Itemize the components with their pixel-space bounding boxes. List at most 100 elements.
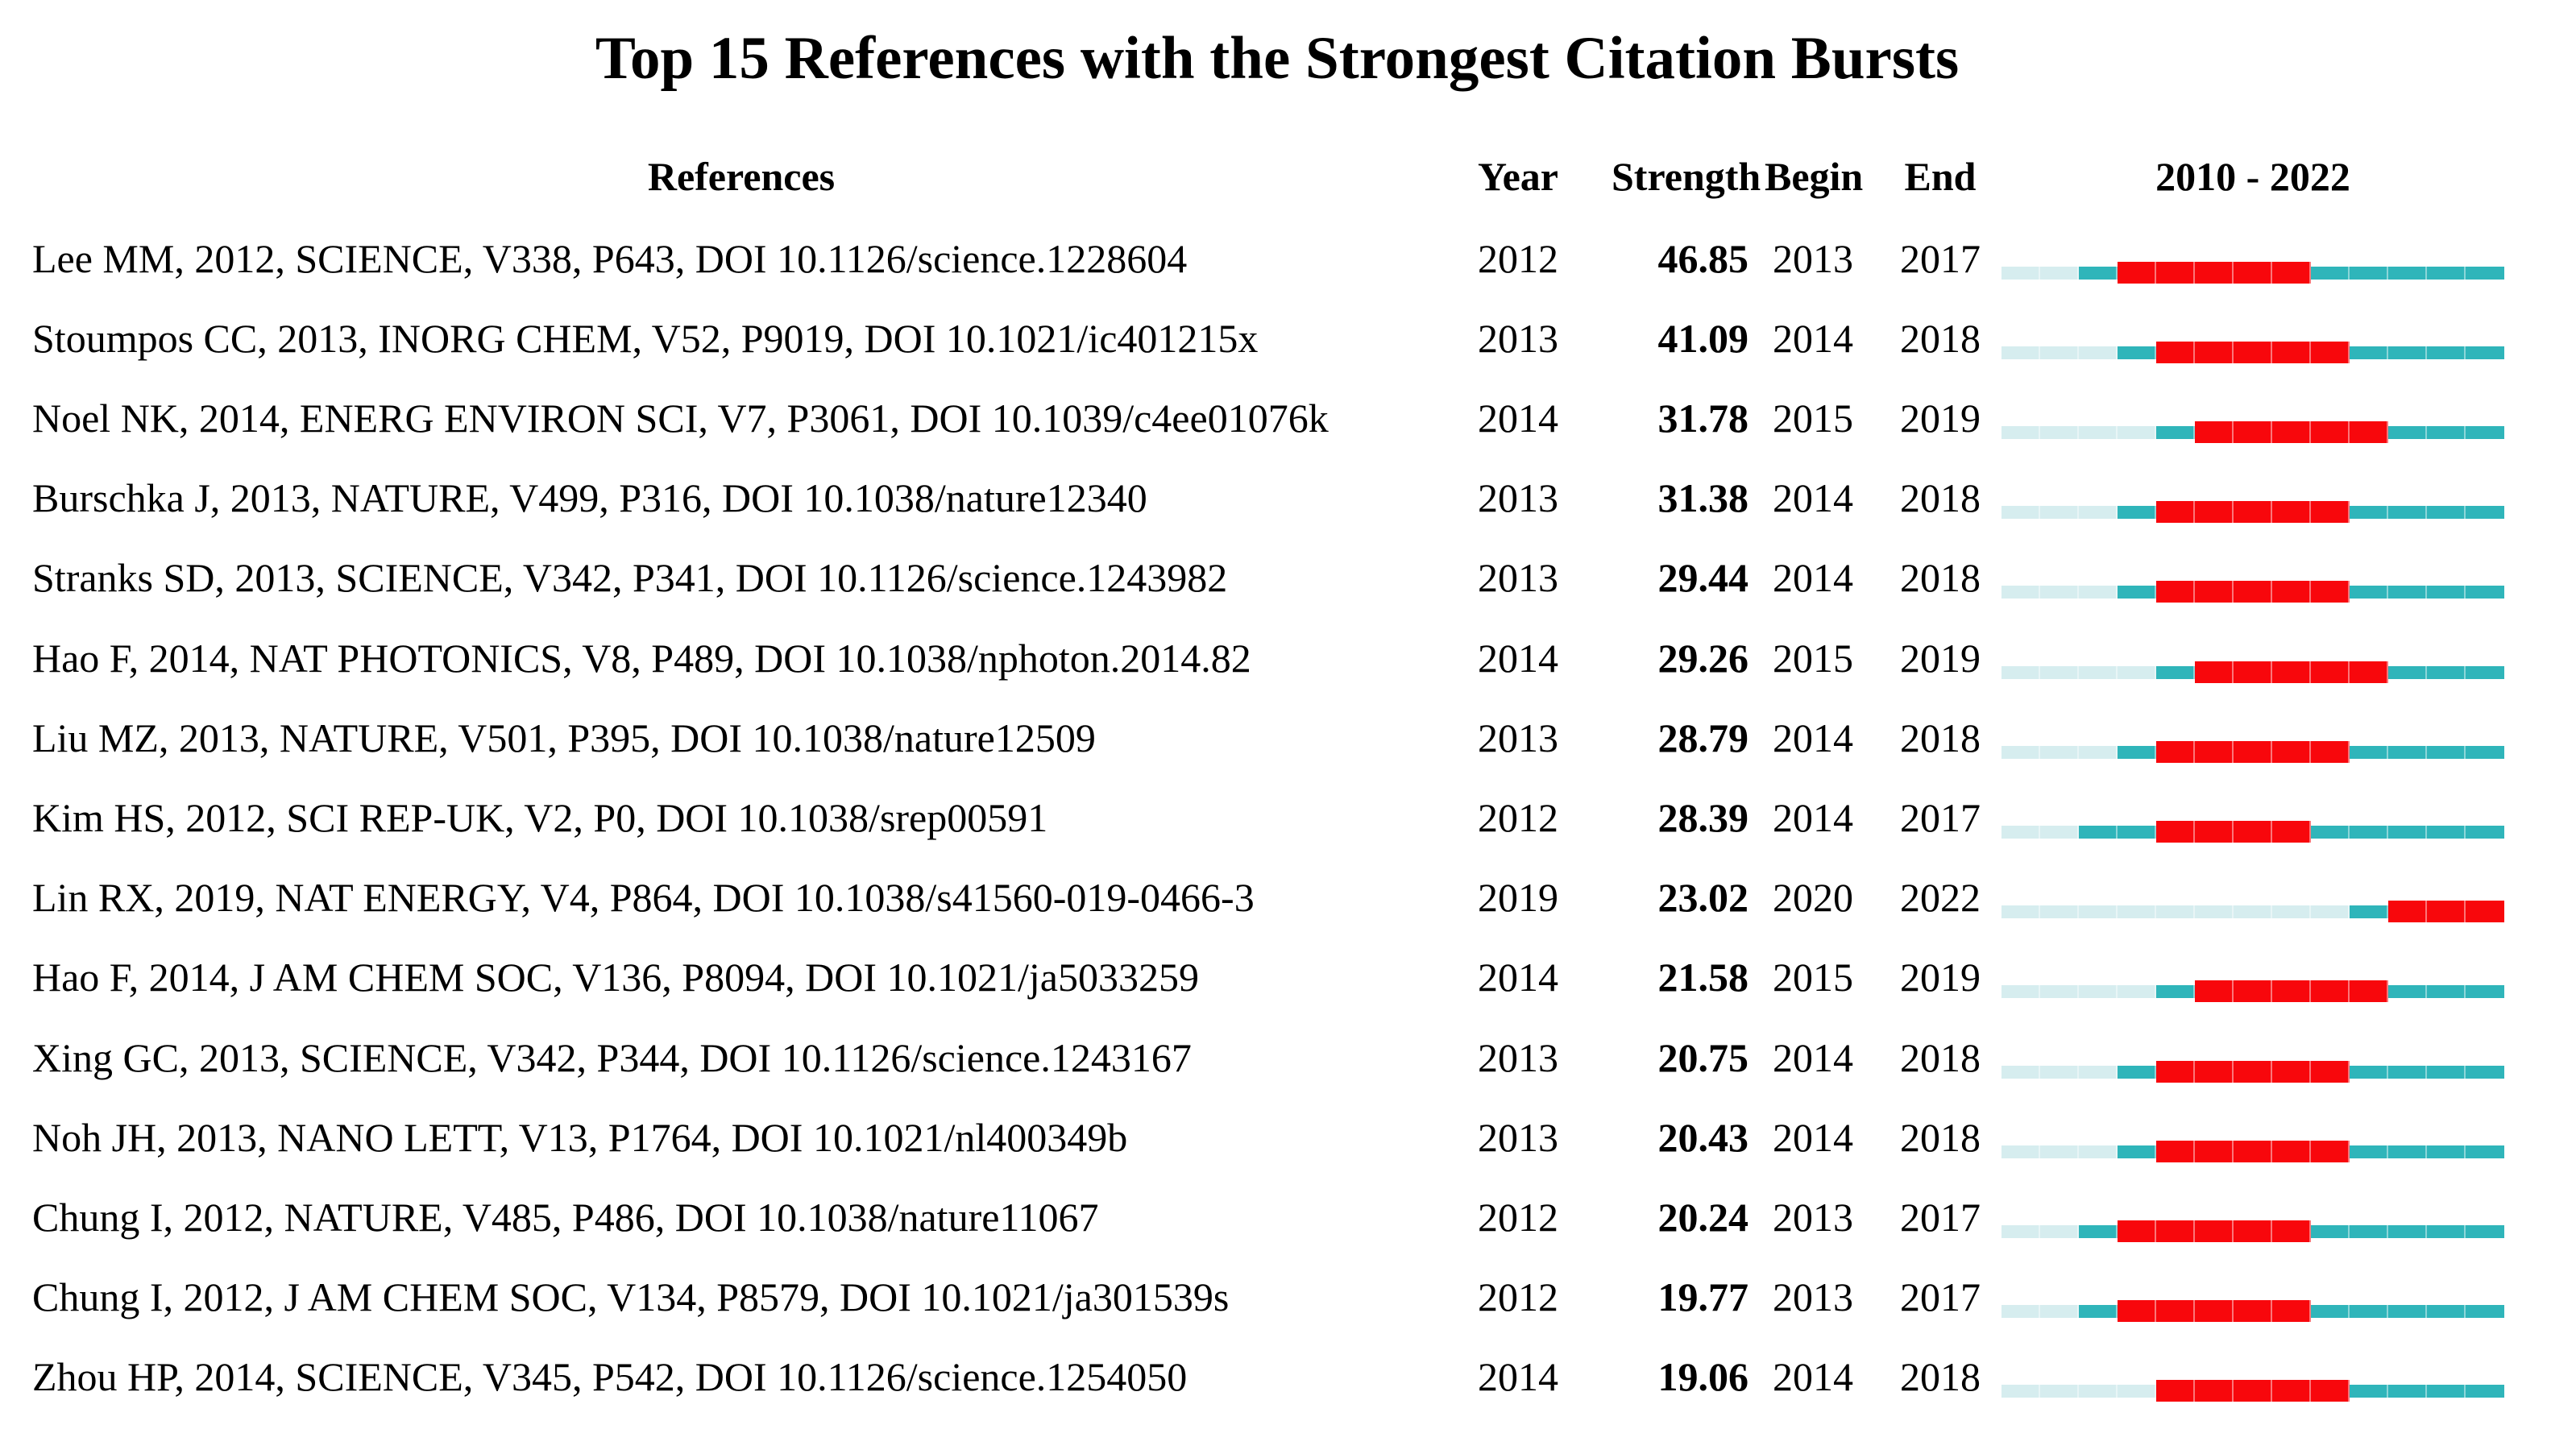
timeline-year-cell <box>2427 745 2466 759</box>
strength-cell: 19.77 <box>1657 1274 1749 1319</box>
timeline-year-cell <box>2040 984 2079 998</box>
timeline-year-cell <box>2311 661 2350 683</box>
timeline-year-cell <box>2118 425 2156 439</box>
timeline-year-cell <box>2001 665 2040 679</box>
header-year: Year <box>1478 154 1558 199</box>
reference-cell: Xing GC, 2013, SCIENCE, V342, P344, DOI … <box>32 1034 1192 1080</box>
strength-cell: 41.09 <box>1657 315 1749 361</box>
table-row: Burschka J, 2013, NATURE, V499, P316, DO… <box>0 458 2576 537</box>
timeline-year-cell <box>2311 501 2350 523</box>
end-cell: 2017 <box>1900 794 1981 840</box>
timeline-year-cell <box>2427 901 2466 922</box>
timeline-year-cell <box>2311 825 2350 839</box>
timeline-year-cell <box>2272 1061 2311 1083</box>
reference-cell: Stoumpos CC, 2013, INORG CHEM, V52, P901… <box>32 315 1259 361</box>
reference-cell: Hao F, 2014, NAT PHOTONICS, V8, P489, DO… <box>32 635 1251 681</box>
timeline-year-cell <box>2350 346 2388 359</box>
year-cell: 2012 <box>1478 794 1558 840</box>
reference-cell: Chung I, 2012, NATURE, V485, P486, DOI 1… <box>32 1194 1099 1240</box>
timeline-year-cell <box>2234 980 2272 1002</box>
end-cell: 2018 <box>1900 315 1981 361</box>
timeline-year-cell <box>2350 661 2388 683</box>
timeline-year-cell <box>2350 980 2388 1002</box>
timeline-year-cell <box>2388 984 2427 998</box>
timeline-year-cell <box>2466 505 2504 519</box>
timeline-year-cell <box>2388 901 2427 922</box>
reference-cell: Liu MZ, 2013, NATURE, V501, P395, DOI 10… <box>32 715 1096 760</box>
table-row: Stoumpos CC, 2013, INORG CHEM, V52, P901… <box>0 298 2576 378</box>
timeline-year-cell <box>2388 585 2427 599</box>
timeline-year-cell <box>2388 665 2427 679</box>
begin-cell: 2014 <box>1773 474 1853 520</box>
year-cell: 2012 <box>1478 1274 1558 1319</box>
timeline-year-cell <box>2272 1141 2311 1162</box>
burst-timeline-bar <box>2001 1300 2504 1322</box>
timeline-year-cell <box>2040 505 2079 519</box>
timeline-year-cell <box>2079 745 2118 759</box>
timeline-year-cell <box>2388 346 2427 359</box>
timeline-year-cell <box>2466 901 2504 922</box>
timeline-year-cell <box>2272 262 2311 284</box>
timeline-year-cell <box>2040 1384 2079 1398</box>
end-cell: 2017 <box>1900 235 1981 281</box>
timeline-year-cell <box>2234 1300 2272 1322</box>
burst-timeline-bar <box>2001 821 2504 843</box>
begin-cell: 2013 <box>1773 1194 1853 1240</box>
timeline-year-cell <box>2118 346 2156 359</box>
timeline-year-cell <box>2156 1300 2195 1322</box>
timeline-year-cell <box>2272 342 2311 363</box>
timeline-year-cell <box>2195 421 2234 443</box>
timeline-year-cell <box>2311 1304 2350 1318</box>
timeline-year-cell <box>2079 266 2118 280</box>
timeline-year-cell <box>2079 1224 2118 1238</box>
timeline-year-cell <box>2234 905 2272 918</box>
header-end: End <box>1904 154 1977 199</box>
burst-timeline-bar <box>2001 581 2504 603</box>
timeline-year-cell <box>2388 1304 2427 1318</box>
timeline-year-cell <box>2272 980 2311 1002</box>
timeline-year-cell <box>2040 905 2079 918</box>
timeline-year-cell <box>2040 346 2079 359</box>
timeline-year-cell <box>2001 346 2040 359</box>
timeline-year-cell <box>2311 741 2350 763</box>
timeline-year-cell <box>2388 425 2427 439</box>
timeline-year-cell <box>2118 905 2156 918</box>
strength-cell: 31.38 <box>1657 474 1749 520</box>
timeline-year-cell <box>2466 745 2504 759</box>
strength-cell: 29.26 <box>1657 635 1749 681</box>
timeline-year-cell <box>2427 1224 2466 1238</box>
begin-cell: 2020 <box>1773 874 1853 920</box>
end-cell: 2022 <box>1900 874 1981 920</box>
table-row: Hao F, 2014, NAT PHOTONICS, V8, P489, DO… <box>0 618 2576 698</box>
timeline-year-cell <box>2388 1384 2427 1398</box>
timeline-year-cell <box>2466 1224 2504 1238</box>
table-row: Liu MZ, 2013, NATURE, V501, P395, DOI 10… <box>0 698 2576 777</box>
table-row: Xing GC, 2013, SCIENCE, V342, P344, DOI … <box>0 1017 2576 1097</box>
timeline-year-cell <box>2311 266 2350 280</box>
table-row: Noh JH, 2013, NANO LETT, V13, P1764, DOI… <box>0 1097 2576 1177</box>
timeline-year-cell <box>2350 1304 2388 1318</box>
strength-cell: 28.79 <box>1657 715 1749 760</box>
reference-cell: Hao F, 2014, J AM CHEM SOC, V136, P8094,… <box>32 954 1199 1000</box>
timeline-year-cell <box>2427 505 2466 519</box>
strength-cell: 23.02 <box>1657 874 1749 920</box>
timeline-year-cell <box>2388 266 2427 280</box>
timeline-year-cell <box>2195 741 2234 763</box>
timeline-year-cell <box>2079 585 2118 599</box>
timeline-year-cell <box>2118 505 2156 519</box>
timeline-year-cell <box>2156 262 2195 284</box>
timeline-year-cell <box>2001 984 2040 998</box>
begin-cell: 2014 <box>1773 794 1853 840</box>
timeline-year-cell <box>2466 984 2504 998</box>
year-cell: 2014 <box>1478 635 1558 681</box>
header-strength: Strength <box>1612 154 1761 199</box>
timeline-year-cell <box>2466 346 2504 359</box>
begin-cell: 2014 <box>1773 1034 1853 1080</box>
table-row: Stranks SD, 2013, SCIENCE, V342, P341, D… <box>0 537 2576 617</box>
timeline-year-cell <box>2427 1304 2466 1318</box>
begin-cell: 2015 <box>1773 635 1853 681</box>
reference-cell: Noh JH, 2013, NANO LETT, V13, P1764, DOI… <box>32 1114 1128 1160</box>
timeline-year-cell <box>2234 661 2272 683</box>
timeline-year-cell <box>2195 1220 2234 1242</box>
